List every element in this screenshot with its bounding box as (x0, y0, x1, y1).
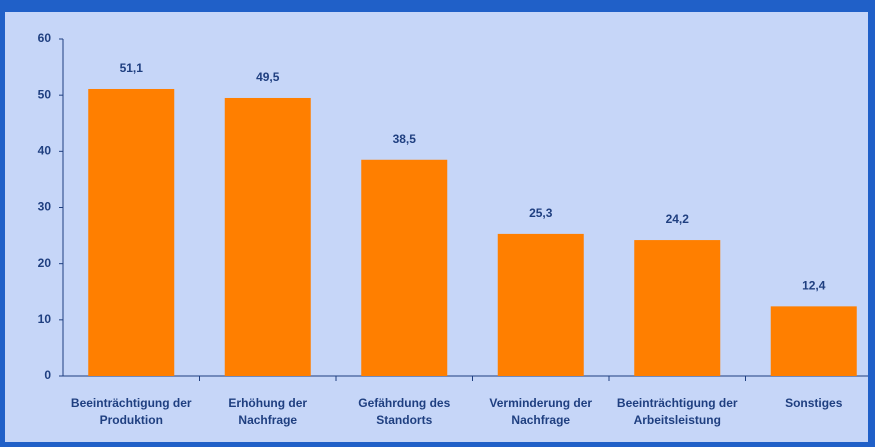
y-tick-label: 20 (38, 256, 52, 270)
x-tick-label: Standorts (376, 413, 432, 427)
x-tick-label: Nachfrage (238, 413, 297, 427)
value-label: 38,5 (393, 132, 417, 146)
bar (88, 88, 175, 376)
bar (770, 306, 857, 376)
x-tick-label: Sonstiges (785, 396, 843, 410)
y-tick-label: 0 (44, 368, 51, 382)
x-tick-label: Verminderung der (489, 396, 592, 410)
x-tick-label: Produktion (100, 413, 163, 427)
x-tick-label: Nachfrage (511, 413, 570, 427)
value-label: 25,3 (529, 206, 553, 220)
value-label: 12,4 (802, 279, 826, 293)
bar (224, 97, 311, 376)
y-tick-label: 50 (38, 87, 52, 101)
x-tick-label: Gefährdung des (358, 396, 450, 410)
bar (497, 233, 584, 376)
y-tick-label: 30 (38, 200, 52, 214)
x-tick-label: Beeinträchtigung der (71, 396, 192, 410)
y-tick-label: 10 (38, 312, 52, 326)
bar (634, 240, 721, 376)
x-tick-label: Erhöhung der (228, 396, 307, 410)
value-label: 49,5 (256, 70, 280, 84)
x-tick-label: Arbeitsleistung (634, 413, 721, 427)
y-tick-label: 40 (38, 144, 52, 158)
value-label: 51,1 (120, 61, 144, 75)
value-label: 24,2 (666, 212, 690, 226)
x-tick-label: Beeinträchtigung der (617, 396, 738, 410)
y-tick-label: 60 (38, 31, 52, 45)
bar (361, 159, 448, 376)
